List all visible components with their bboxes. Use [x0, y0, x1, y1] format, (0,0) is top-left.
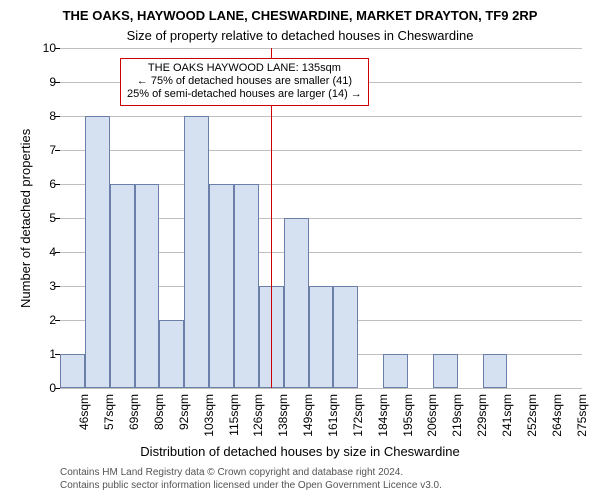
y-tick-label: 4	[28, 245, 56, 259]
y-tick-label: 9	[28, 75, 56, 89]
y-tick-mark	[55, 150, 60, 151]
histogram-bar	[483, 354, 508, 388]
x-tick-label: 57sqm	[102, 394, 116, 444]
y-tick-mark	[55, 388, 60, 389]
histogram-bar	[234, 184, 259, 388]
annotation-box: THE OAKS HAYWOOD LANE: 135sqm ← 75% of d…	[120, 58, 369, 106]
x-tick-label: 92sqm	[177, 394, 191, 444]
x-tick-label: 229sqm	[475, 394, 489, 444]
histogram-bar	[309, 286, 334, 388]
x-tick-label: 103sqm	[202, 394, 216, 444]
x-tick-label: 195sqm	[401, 394, 415, 444]
gridline	[60, 116, 582, 117]
histogram-bar	[110, 184, 135, 388]
y-tick-mark	[55, 354, 60, 355]
x-tick-label: 184sqm	[376, 394, 390, 444]
y-tick-label: 5	[28, 211, 56, 225]
histogram-bar	[159, 320, 184, 388]
y-tick-label: 2	[28, 313, 56, 327]
x-tick-label: 241sqm	[500, 394, 514, 444]
y-tick-label: 1	[28, 347, 56, 361]
y-tick-label: 7	[28, 143, 56, 157]
x-tick-label: 206sqm	[425, 394, 439, 444]
x-tick-label: 172sqm	[351, 394, 365, 444]
histogram-bar	[184, 116, 209, 388]
chart-title-main: THE OAKS, HAYWOOD LANE, CHESWARDINE, MAR…	[0, 8, 600, 23]
histogram-bar	[209, 184, 234, 388]
histogram-bar	[383, 354, 408, 388]
x-tick-label: 264sqm	[550, 394, 564, 444]
x-tick-label: 115sqm	[227, 394, 241, 444]
gridline	[60, 150, 582, 151]
footer-line-1: Contains HM Land Registry data © Crown c…	[60, 466, 442, 479]
y-tick-mark	[55, 286, 60, 287]
x-tick-label: 275sqm	[575, 394, 589, 444]
x-tick-label: 219sqm	[450, 394, 464, 444]
histogram-bar	[85, 116, 110, 388]
x-tick-label: 138sqm	[276, 394, 290, 444]
chart-container: THE OAKS, HAYWOOD LANE, CHESWARDINE, MAR…	[0, 0, 600, 500]
histogram-bar	[433, 354, 458, 388]
y-tick-mark	[55, 184, 60, 185]
y-tick-label: 6	[28, 177, 56, 191]
histogram-bar	[284, 218, 309, 388]
x-tick-label: 252sqm	[525, 394, 539, 444]
footer-line-2: Contains public sector information licen…	[60, 479, 442, 492]
gridline	[60, 48, 582, 49]
y-tick-label: 8	[28, 109, 56, 123]
histogram-bar	[333, 286, 358, 388]
y-tick-mark	[55, 218, 60, 219]
y-tick-label: 10	[28, 41, 56, 55]
y-tick-mark	[55, 116, 60, 117]
histogram-bar	[60, 354, 85, 388]
x-tick-label: 80sqm	[152, 394, 166, 444]
x-tick-label: 69sqm	[127, 394, 141, 444]
footer-attribution: Contains HM Land Registry data © Crown c…	[60, 466, 442, 492]
x-tick-label: 46sqm	[77, 394, 91, 444]
x-tick-label: 161sqm	[326, 394, 340, 444]
y-tick-mark	[55, 82, 60, 83]
annotation-line-1: THE OAKS HAYWOOD LANE: 135sqm	[127, 62, 362, 75]
x-tick-label: 149sqm	[301, 394, 315, 444]
chart-title-sub: Size of property relative to detached ho…	[0, 28, 600, 43]
gridline	[60, 388, 582, 389]
y-tick-label: 3	[28, 279, 56, 293]
y-tick-mark	[55, 252, 60, 253]
y-tick-mark	[55, 320, 60, 321]
histogram-bar	[135, 184, 160, 388]
x-axis-label: Distribution of detached houses by size …	[0, 444, 600, 459]
y-tick-mark	[55, 48, 60, 49]
y-tick-label: 0	[28, 381, 56, 395]
annotation-line-3: 25% of semi-detached houses are larger (…	[127, 88, 362, 101]
annotation-line-2: ← 75% of detached houses are smaller (41…	[127, 75, 362, 88]
x-tick-label: 126sqm	[251, 394, 265, 444]
